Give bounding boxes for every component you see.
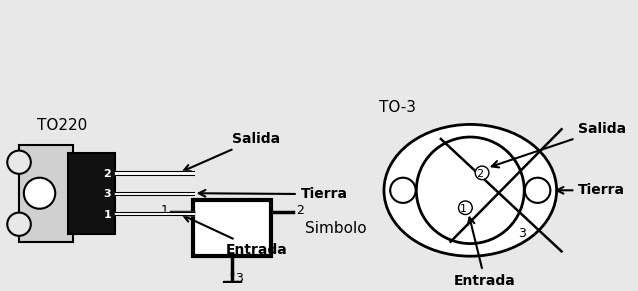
- Text: Salida: Salida: [184, 132, 281, 171]
- Circle shape: [390, 178, 416, 203]
- Text: TO220: TO220: [37, 118, 87, 133]
- Text: Tierra: Tierra: [199, 187, 348, 201]
- Circle shape: [475, 166, 489, 180]
- Text: 1: 1: [103, 210, 111, 219]
- Circle shape: [24, 178, 56, 209]
- Bar: [68, 152, 115, 234]
- Bar: [193, 200, 271, 256]
- Circle shape: [417, 137, 524, 244]
- Text: Simbolo: Simbolo: [306, 221, 367, 236]
- Bar: [19, 145, 73, 242]
- Ellipse shape: [384, 125, 556, 256]
- Text: Salida: Salida: [492, 122, 627, 167]
- Text: 1: 1: [460, 204, 467, 214]
- Text: Entrada: Entrada: [184, 216, 287, 257]
- Circle shape: [7, 213, 31, 236]
- Text: Entrada: Entrada: [454, 218, 516, 288]
- Text: TO-3: TO-3: [379, 100, 416, 115]
- Text: 2: 2: [103, 169, 111, 179]
- Text: 3: 3: [103, 189, 111, 199]
- Text: 1: 1: [160, 204, 168, 217]
- Circle shape: [525, 178, 551, 203]
- Text: 3: 3: [235, 272, 242, 285]
- Bar: [223, 281, 241, 289]
- Circle shape: [459, 201, 472, 214]
- Text: 3: 3: [518, 227, 526, 239]
- Circle shape: [7, 150, 31, 174]
- Text: 2: 2: [295, 204, 304, 217]
- Text: Tierra: Tierra: [557, 183, 625, 197]
- Text: 2: 2: [477, 169, 484, 179]
